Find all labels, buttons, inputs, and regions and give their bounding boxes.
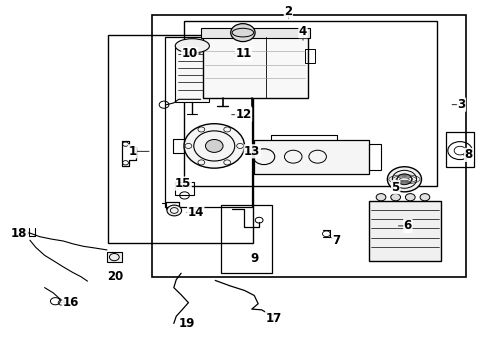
Bar <box>164 37 251 207</box>
Text: 12: 12 <box>235 108 251 121</box>
Text: 2: 2 <box>284 5 292 18</box>
Bar <box>175 46 209 102</box>
Text: 13: 13 <box>244 145 260 158</box>
Bar <box>445 132 473 167</box>
Text: 19: 19 <box>179 317 195 330</box>
Bar <box>183 22 436 186</box>
Text: 11: 11 <box>235 47 251 60</box>
Ellipse shape <box>175 39 209 53</box>
Circle shape <box>405 194 414 201</box>
Text: 20: 20 <box>107 270 123 283</box>
Bar <box>107 252 122 262</box>
Bar <box>179 41 205 48</box>
Circle shape <box>230 24 255 41</box>
Bar <box>203 35 307 98</box>
Circle shape <box>386 167 421 192</box>
Text: 5: 5 <box>391 181 399 194</box>
Bar <box>254 140 368 174</box>
Text: 10: 10 <box>182 47 198 60</box>
Bar <box>305 49 315 63</box>
Bar <box>368 201 440 261</box>
Circle shape <box>166 205 181 216</box>
Text: 9: 9 <box>250 252 258 265</box>
Bar <box>108 35 253 243</box>
Circle shape <box>375 194 385 201</box>
Bar <box>175 182 193 195</box>
Bar <box>368 144 380 170</box>
Bar <box>152 15 466 277</box>
Bar <box>221 205 272 273</box>
Circle shape <box>205 139 223 152</box>
Text: 17: 17 <box>265 311 281 325</box>
Text: 7: 7 <box>331 234 340 247</box>
Text: 15: 15 <box>175 177 191 190</box>
Text: 8: 8 <box>464 148 472 161</box>
Circle shape <box>183 124 244 168</box>
Text: 16: 16 <box>62 296 79 309</box>
Text: 4: 4 <box>298 25 306 38</box>
Text: 18: 18 <box>11 226 27 239</box>
Text: 14: 14 <box>187 206 203 219</box>
Bar <box>200 28 310 38</box>
Text: 1: 1 <box>128 145 136 158</box>
Circle shape <box>419 194 429 201</box>
Text: 3: 3 <box>456 98 465 111</box>
Circle shape <box>390 194 400 201</box>
Text: 6: 6 <box>403 219 411 233</box>
